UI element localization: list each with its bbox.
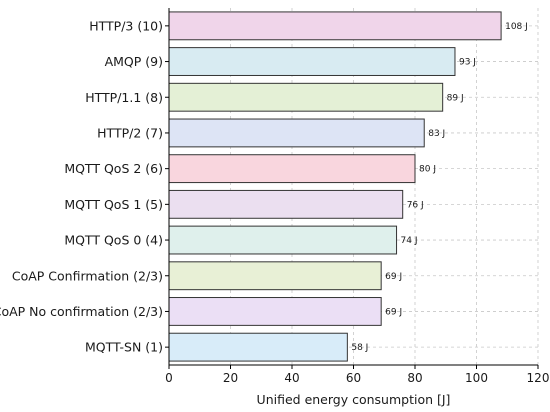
bar — [168, 297, 382, 326]
bar-value-label: 93 J — [459, 58, 476, 68]
bar — [168, 189, 404, 219]
category-labels: HTTP/3 (10) AMQP (9) HTTP/1.1 (8) HTTP/2 (7… — [0, 18, 169, 355]
bar — [168, 47, 456, 76]
bar-value-label: 69 J — [385, 272, 402, 282]
x-tick-labels: 0 20 40 60 80 100 120 — [165, 365, 549, 385]
bar — [168, 82, 444, 112]
bar-value-label: 108 J — [505, 22, 528, 32]
bar — [168, 154, 416, 184]
bar — [168, 118, 425, 148]
x-tick-label: 20 — [223, 371, 238, 385]
bar — [168, 225, 398, 255]
x-tick-label: 0 — [165, 371, 173, 385]
bars — [168, 11, 502, 362]
category-label: HTTP/1.1 (8) — [85, 90, 163, 105]
value-labels: 108 J 93 J 89 J 83 J 80 J 76 J 74 J 69 J 69 J 58 … — [351, 22, 527, 353]
category-label: CoAP No confirmation (2/3) — [0, 304, 163, 319]
x-axis-title: Unified energy consumption [J] — [257, 392, 451, 407]
bar — [168, 261, 382, 291]
bar-value-label: 58 J — [351, 343, 368, 353]
bar-value-label: 89 J — [447, 93, 464, 103]
bar-value-label: 69 J — [385, 307, 402, 317]
x-tick-label: 80 — [407, 371, 422, 385]
category-label: CoAP Confirmation (2/3) — [12, 268, 163, 283]
category-label: AMQP (9) — [105, 54, 163, 69]
x-tick-label: 60 — [346, 371, 361, 385]
bar-value-label: 80 J — [419, 165, 436, 175]
category-label: MQTT QoS 2 (6) — [64, 161, 163, 176]
x-tick-label: 120 — [527, 371, 550, 385]
bar-value-label: 76 J — [407, 200, 424, 210]
category-label: HTTP/3 (10) — [89, 18, 163, 33]
x-tick-label: 100 — [465, 371, 488, 385]
bar-value-label: 74 J — [401, 236, 418, 246]
bar-value-label: 83 J — [428, 129, 445, 139]
category-label: MQTT-SN (1) — [85, 340, 163, 355]
category-label: MQTT QoS 1 (5) — [64, 197, 163, 212]
bar — [168, 11, 502, 41]
category-label: HTTP/2 (7) — [97, 125, 163, 140]
category-label: MQTT QoS 0 (4) — [64, 233, 163, 248]
x-tick-label: 40 — [284, 371, 299, 385]
bar — [168, 332, 348, 362]
